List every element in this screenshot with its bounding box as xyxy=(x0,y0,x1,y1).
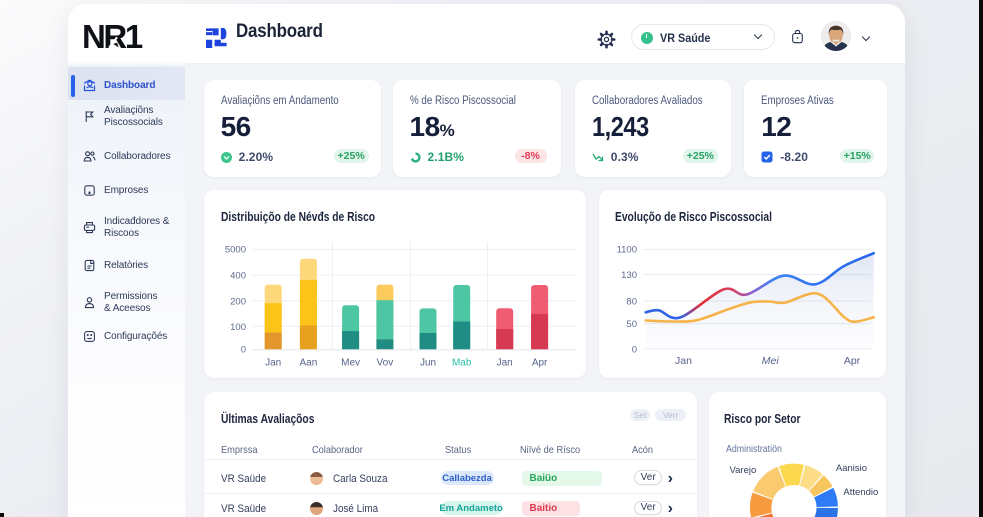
svg-text:Apr: Apr xyxy=(844,355,861,367)
svg-text:1100: 1100 xyxy=(617,245,637,256)
svg-text:0: 0 xyxy=(632,345,637,356)
svg-text:Jan: Jan xyxy=(496,358,512,369)
svg-text:5000: 5000 xyxy=(224,245,245,256)
svg-text:Mab: Mab xyxy=(452,358,472,369)
svg-text:100: 100 xyxy=(230,322,246,333)
svg-text:Mev: Mev xyxy=(341,358,360,369)
svg-text:Jun: Jun xyxy=(420,358,436,369)
svg-text:80: 80 xyxy=(627,297,638,308)
svg-text:130: 130 xyxy=(621,270,637,281)
svg-text:Vov: Vov xyxy=(376,358,393,369)
svg-text:200: 200 xyxy=(230,297,246,308)
svg-text:0: 0 xyxy=(240,345,245,356)
svg-text:Jan: Jan xyxy=(265,358,281,369)
svg-text:Jan: Jan xyxy=(675,355,692,367)
svg-text:Aan: Aan xyxy=(299,358,317,369)
svg-text:400: 400 xyxy=(230,271,246,282)
svg-text:Mei: Mei xyxy=(762,355,780,367)
svg-text:50: 50 xyxy=(627,319,638,330)
svg-text:Apr: Apr xyxy=(531,358,547,369)
